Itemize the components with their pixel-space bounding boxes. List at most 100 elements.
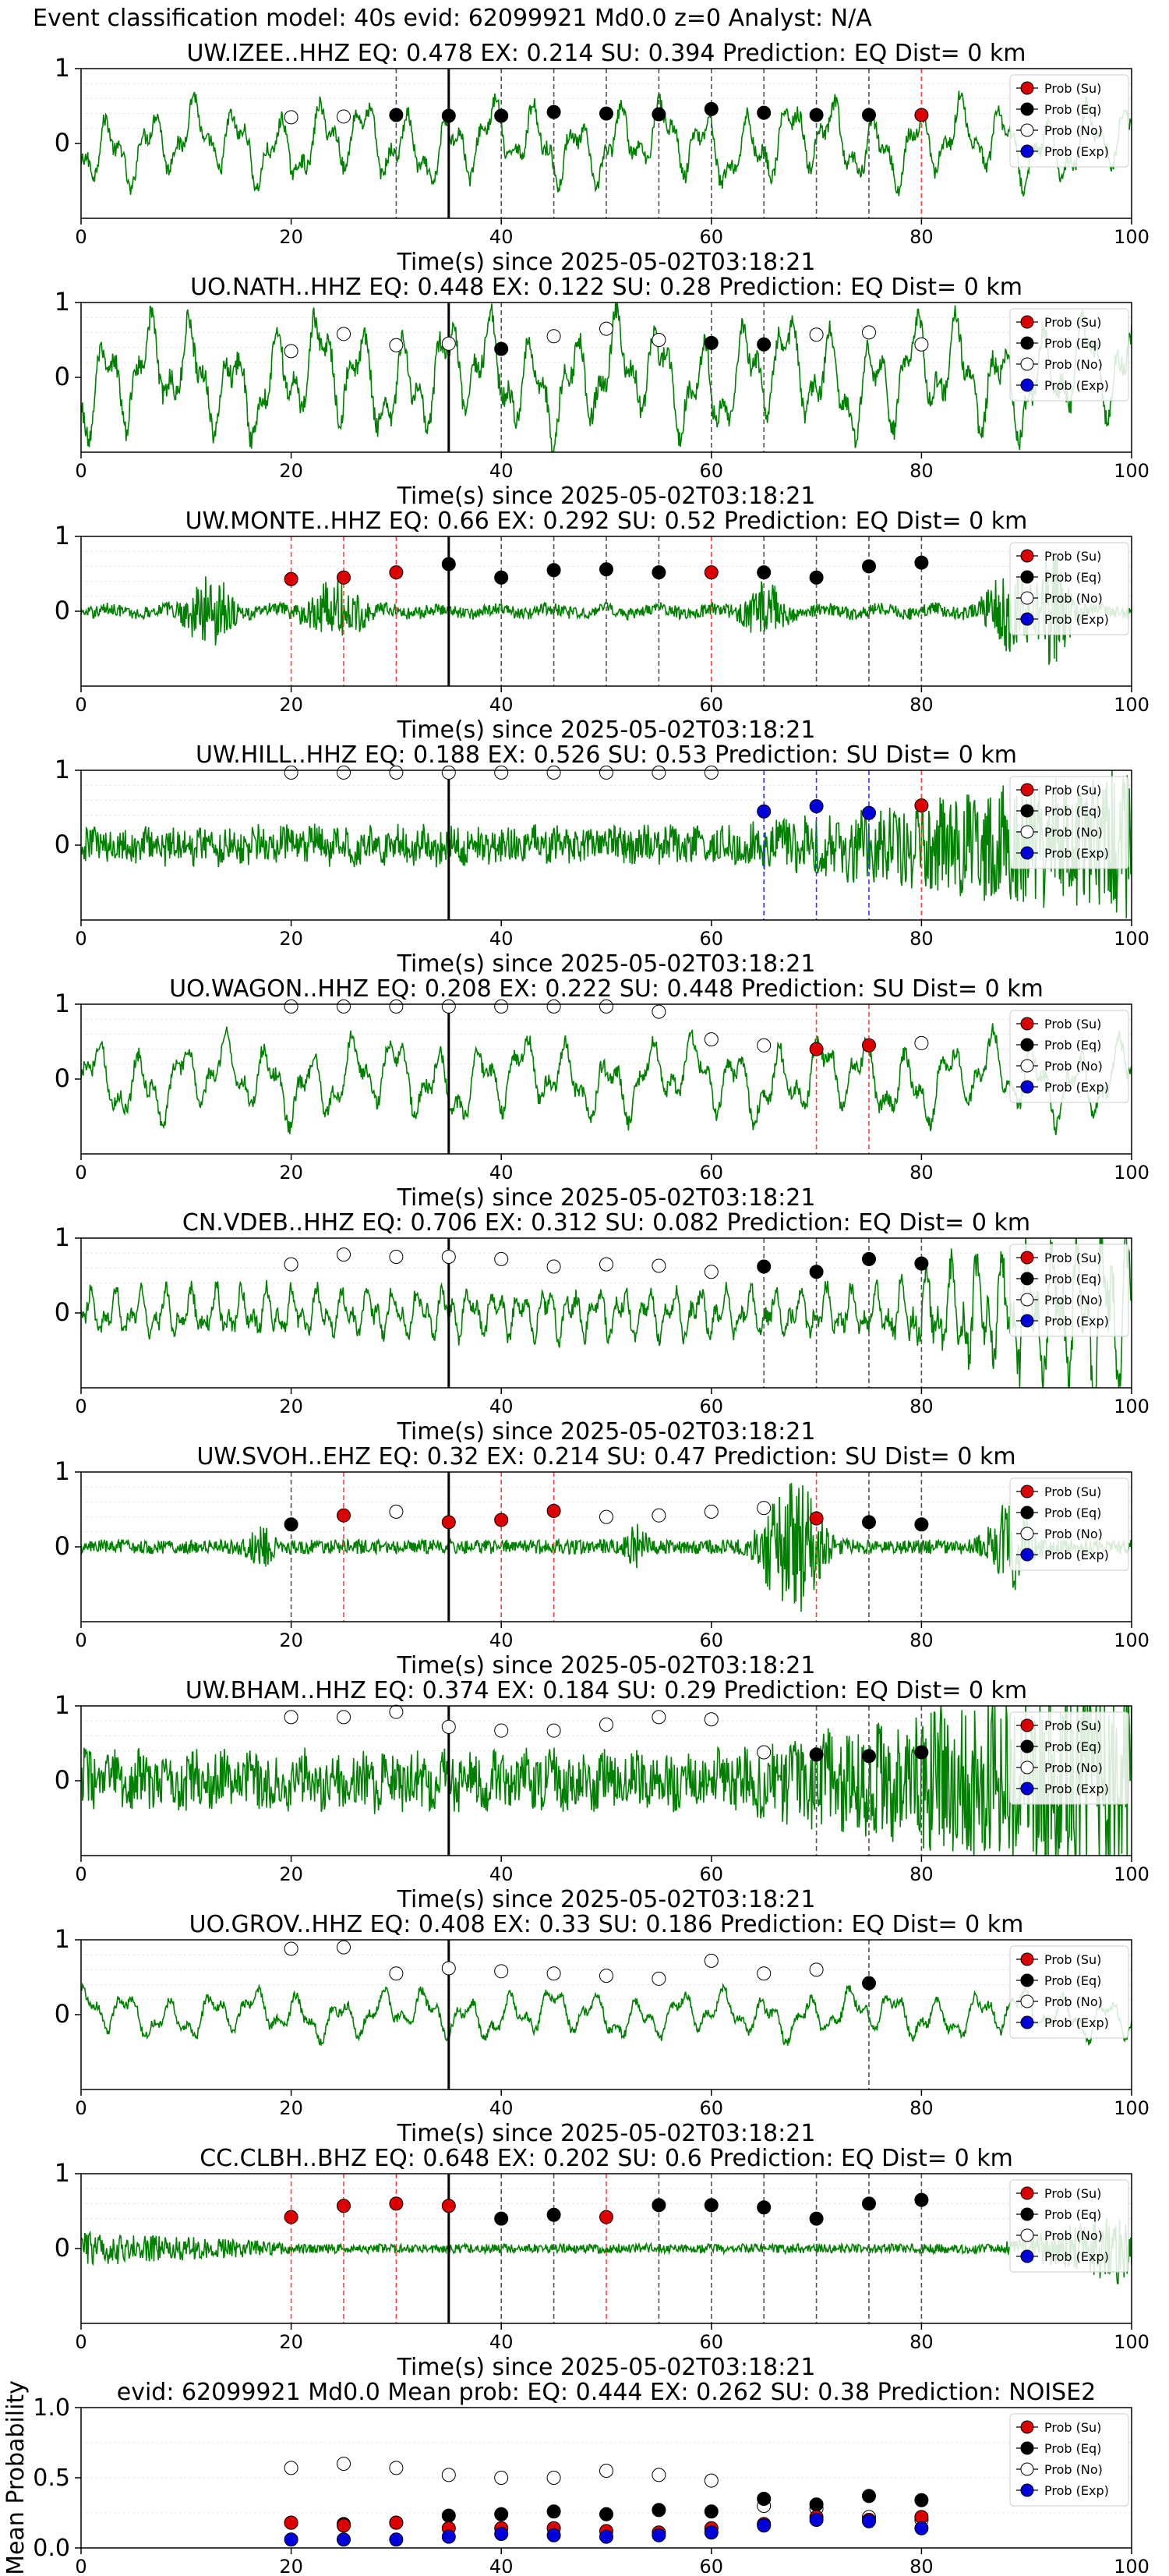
mean-prob-point	[599, 2464, 613, 2478]
prob-point	[389, 765, 404, 780]
legend-label: Prob (Exp)	[1044, 1314, 1109, 1329]
legend-4: Prob (Su) Prob (Eq) Prob (No) Prob (Exp)	[1009, 776, 1129, 869]
x-tick-label: 40	[489, 2556, 514, 2573]
mean-prob-point	[704, 2504, 719, 2519]
legend-label: Prob (No)	[1044, 1527, 1103, 1541]
prob-point	[809, 1042, 824, 1056]
legend-label: Prob (No)	[1044, 825, 1103, 840]
x-tick-label: 0	[75, 1629, 87, 1651]
prob-point	[546, 1723, 561, 1738]
subplot-5: UO.WAGON..HHZ EQ: 0.208 EX: 0.222 SU: 0.…	[55, 975, 1150, 1212]
prob-point	[389, 2196, 404, 2211]
prob-point	[704, 2198, 719, 2213]
x-tick-label: 60	[700, 226, 724, 248]
prob-point	[441, 1250, 456, 1264]
prob-point	[704, 1265, 719, 1279]
legend-label: Prob (Exp)	[1044, 846, 1109, 861]
x-tick-label: 100	[1114, 2331, 1150, 2353]
mean-prob-point	[284, 2515, 298, 2530]
x-tick-label: 20	[279, 2331, 303, 2353]
x-tick-label: 80	[909, 1396, 934, 1417]
prob-point	[494, 1251, 509, 1266]
mean-prob-point	[599, 2507, 613, 2521]
x-tick-label: 20	[279, 694, 303, 716]
y-tick-label: 1	[55, 2158, 70, 2188]
prob-point	[284, 571, 298, 586]
mean-prob-point	[546, 2471, 561, 2485]
legend-label: Prob (Exp)	[1044, 1548, 1109, 1562]
legend-label: Prob (Exp)	[1044, 2249, 1109, 2264]
mean-prob-point	[494, 2471, 509, 2485]
prob-point	[441, 999, 456, 1014]
prob-point	[704, 1032, 719, 1047]
prob-point	[599, 1969, 613, 1983]
legend-marker	[1020, 1017, 1034, 1031]
legend-marker	[1020, 2441, 1034, 2455]
subplot-3: UW.MONTE..HHZ EQ: 0.66 EX: 0.292 SU: 0.5…	[55, 508, 1150, 744]
prob-point	[652, 1508, 666, 1523]
x-tick-label: 40	[489, 694, 514, 716]
prob-point	[862, 1976, 876, 1990]
legend-7: Prob (Su) Prob (Eq) Prob (No) Prob (Exp)	[1009, 1477, 1129, 1571]
mean-prob-point	[337, 2457, 351, 2471]
x-axis-label: Time(s) since 2025-05-02T03:18:21	[397, 483, 816, 510]
prob-point	[914, 1745, 929, 1760]
y-tick-label: 1	[55, 53, 70, 83]
prob-point	[441, 557, 456, 571]
plot-area	[81, 1940, 1132, 2089]
legend-label: Prob (Exp)	[1044, 378, 1109, 393]
legend-label: Prob (Exp)	[1044, 2483, 1109, 2498]
legend-10: Prob (Su) Prob (Eq) Prob (No) Prob (Exp)	[1009, 2179, 1129, 2273]
legend-label: Prob (Su)	[1044, 81, 1101, 96]
x-tick-label: 0	[75, 2331, 87, 2353]
legend-label: Prob (Su)	[1044, 315, 1101, 330]
x-tick-label: 60	[700, 1863, 724, 1885]
figure-title: Event classification model: 40s evid: 62…	[33, 5, 872, 32]
prob-point	[441, 765, 456, 780]
legend-6: Prob (Su) Prob (Eq) Prob (No) Prob (Exp)	[1009, 1244, 1129, 1337]
waveform-trace	[81, 2217, 1132, 2284]
prob-point	[704, 765, 719, 780]
legend-box	[1009, 2413, 1129, 2507]
legend-label: Prob (Eq)	[1044, 804, 1101, 819]
prob-point	[389, 1250, 404, 1264]
legend-marker	[1020, 591, 1034, 605]
x-axis-label: Time(s) since 2025-05-02T03:18:21	[397, 950, 816, 978]
x-tick-label: 80	[909, 1863, 934, 1885]
legend-9: Prob (Su) Prob (Eq) Prob (No) Prob (Exp)	[1009, 1945, 1129, 2039]
prob-point	[337, 1940, 351, 1955]
x-tick-label: 80	[909, 928, 934, 950]
legend-marker	[1020, 804, 1034, 818]
subplot-title: UW.SVOH..EHZ EQ: 0.32 EX: 0.214 SU: 0.47…	[196, 1443, 1015, 1470]
prob-point	[652, 1004, 666, 1019]
x-tick-label: 100	[1114, 226, 1150, 248]
x-tick-label: 40	[489, 928, 514, 950]
y-tick-label: 1	[55, 1690, 70, 1720]
waveform-trace	[81, 1982, 1132, 2047]
legend-marker	[1020, 1080, 1034, 1094]
x-tick-label: 0	[75, 2097, 87, 2119]
y-tick-label: 0	[55, 1765, 70, 1795]
prob-point	[284, 765, 298, 780]
prob-point	[337, 109, 351, 124]
prob-point	[914, 555, 929, 570]
legend-marker	[1020, 2420, 1034, 2434]
legend-label: Prob (Exp)	[1044, 1782, 1109, 1796]
y-tick-label: 0	[55, 2233, 70, 2263]
legend-box	[1009, 542, 1129, 635]
prob-point	[704, 565, 719, 580]
legend-2: Prob (Su) Prob (Eq) Prob (No) Prob (Exp)	[1009, 308, 1129, 402]
prob-point	[494, 2211, 509, 2226]
mean-prob-point	[389, 2461, 404, 2475]
legend-marker	[1020, 336, 1034, 350]
prob-point	[284, 999, 298, 1014]
legend-marker	[1020, 315, 1034, 329]
legend-marker	[1020, 2483, 1034, 2497]
prob-point	[914, 108, 929, 122]
prob-point	[809, 570, 824, 585]
x-tick-label: 40	[489, 1629, 514, 1651]
x-axis-label: Time(s) since 2025-05-02T03:18:21	[397, 1184, 816, 1212]
legend-label: Prob (Su)	[1044, 2420, 1101, 2435]
prob-point	[757, 1966, 772, 1981]
